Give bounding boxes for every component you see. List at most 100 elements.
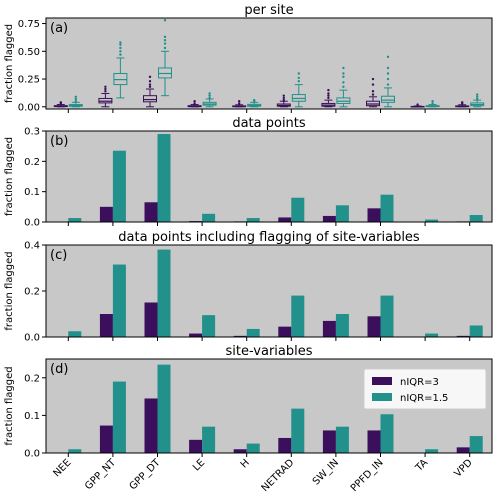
x-tick-label: PPFD_IN: [349, 457, 386, 494]
bar: [144, 398, 158, 453]
outlier-point: [119, 53, 122, 56]
legend-label: nIQR=1.5: [400, 393, 448, 404]
outlier-point: [476, 97, 479, 101]
box: [381, 95, 395, 103]
plot-area: [46, 18, 492, 109]
y-tick-label: 0.3: [24, 127, 40, 138]
bar: [112, 150, 126, 222]
outlier-point: [59, 101, 62, 104]
outlier-point: [74, 97, 78, 101]
bar: [367, 208, 381, 222]
y-tick-label: 0.0: [24, 449, 40, 460]
plot-frame: [45, 244, 493, 338]
outlier-point: [297, 72, 300, 75]
outlier-point: [208, 94, 211, 97]
outlier-point: [476, 93, 479, 96]
bar: [144, 202, 158, 222]
outlier-point: [386, 55, 390, 59]
outlier-point: [342, 75, 345, 79]
bar: [246, 218, 260, 222]
bar: [367, 316, 381, 337]
outlier-point: [119, 50, 122, 53]
outlier-point: [282, 96, 285, 100]
bar: [189, 439, 203, 453]
bar: [291, 295, 305, 337]
bar: [112, 264, 126, 337]
bar: [99, 206, 113, 222]
outlier-point: [119, 46, 122, 50]
bar: [99, 425, 113, 453]
legend-swatch: [372, 377, 392, 385]
bar: [335, 205, 349, 222]
outlier-point: [431, 100, 434, 103]
panel-title: site-variables: [225, 344, 312, 359]
outlier-point: [371, 83, 375, 86]
outlier-point: [238, 100, 241, 103]
panel-letter: (b): [50, 134, 68, 149]
outlier-point: [386, 77, 390, 81]
y-tick-label: 0.2: [24, 157, 40, 168]
panel-title: per site: [244, 3, 293, 18]
y-tick-label: 0.1: [24, 411, 40, 422]
outlier-point: [342, 66, 345, 70]
outlier-point: [163, 19, 167, 22]
bar: [456, 335, 470, 337]
bar: [112, 381, 126, 453]
outlier-point: [119, 43, 122, 46]
bar: [157, 364, 171, 453]
bar: [291, 408, 305, 453]
outlier-point: [327, 88, 330, 92]
y-tick-label: 0.75: [18, 19, 40, 30]
bar: [202, 315, 216, 337]
outlier-point: [238, 102, 241, 105]
bar: [469, 215, 483, 222]
panel-letter: (c): [50, 248, 67, 263]
outlier-point: [148, 83, 152, 86]
bar: [99, 314, 113, 337]
outlier-point: [327, 96, 330, 100]
panel-letter: (d): [50, 362, 68, 377]
outlier-point: [104, 85, 107, 89]
outlier-point: [163, 46, 167, 50]
outlier-point: [476, 95, 479, 98]
outlier-point: [104, 87, 107, 91]
x-tick-label: NEE: [51, 457, 73, 479]
x-tick-label: SW_IN: [311, 457, 341, 487]
y-axis-label: fraction flagged: [4, 137, 15, 216]
outlier-point: [416, 103, 419, 106]
bar: [278, 326, 292, 337]
outlier-point: [327, 94, 330, 97]
y-tick-label: 0.0: [24, 333, 40, 344]
x-tick-label: H: [239, 457, 252, 470]
outlier-point: [163, 38, 167, 42]
plot-frame: [45, 17, 493, 110]
x-tick-label: VPD: [452, 457, 475, 480]
y-axis-label: fraction flagged: [4, 24, 15, 103]
outlier-point: [163, 42, 167, 45]
y-tick-label: 0.25: [18, 75, 40, 86]
outlier-point: [342, 85, 345, 89]
outlier-point: [461, 101, 464, 104]
plot-frame: [45, 358, 493, 454]
outlier-point: [208, 96, 211, 100]
bar: [291, 197, 305, 222]
y-tick-label: 0.1: [24, 187, 40, 198]
outlier-point: [148, 80, 152, 83]
bar: [380, 194, 394, 222]
bar: [335, 426, 349, 453]
legend-swatch: [372, 393, 392, 401]
outlier-point: [148, 75, 152, 79]
outlier-point: [148, 85, 152, 89]
outlier-point: [74, 100, 78, 103]
outlier-point: [282, 94, 285, 97]
bar: [246, 328, 260, 337]
bar: [157, 134, 171, 222]
outlier-point: [297, 80, 300, 83]
outlier-point: [282, 98, 285, 102]
bar: [202, 426, 216, 453]
x-tick-label: GPP_DT: [128, 457, 164, 493]
bar: [68, 449, 82, 453]
bar: [233, 335, 247, 337]
box: [143, 95, 157, 103]
